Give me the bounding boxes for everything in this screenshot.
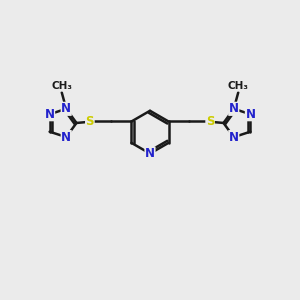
Text: N: N [145,147,155,160]
Text: S: S [85,115,94,128]
Text: N: N [245,108,255,121]
Text: N: N [229,130,239,144]
Text: N: N [61,130,71,144]
Text: CH₃: CH₃ [51,81,72,91]
Text: N: N [45,108,55,121]
Text: S: S [206,115,214,128]
Text: N: N [61,102,71,115]
Text: N: N [229,102,239,115]
Text: CH₃: CH₃ [228,81,249,91]
